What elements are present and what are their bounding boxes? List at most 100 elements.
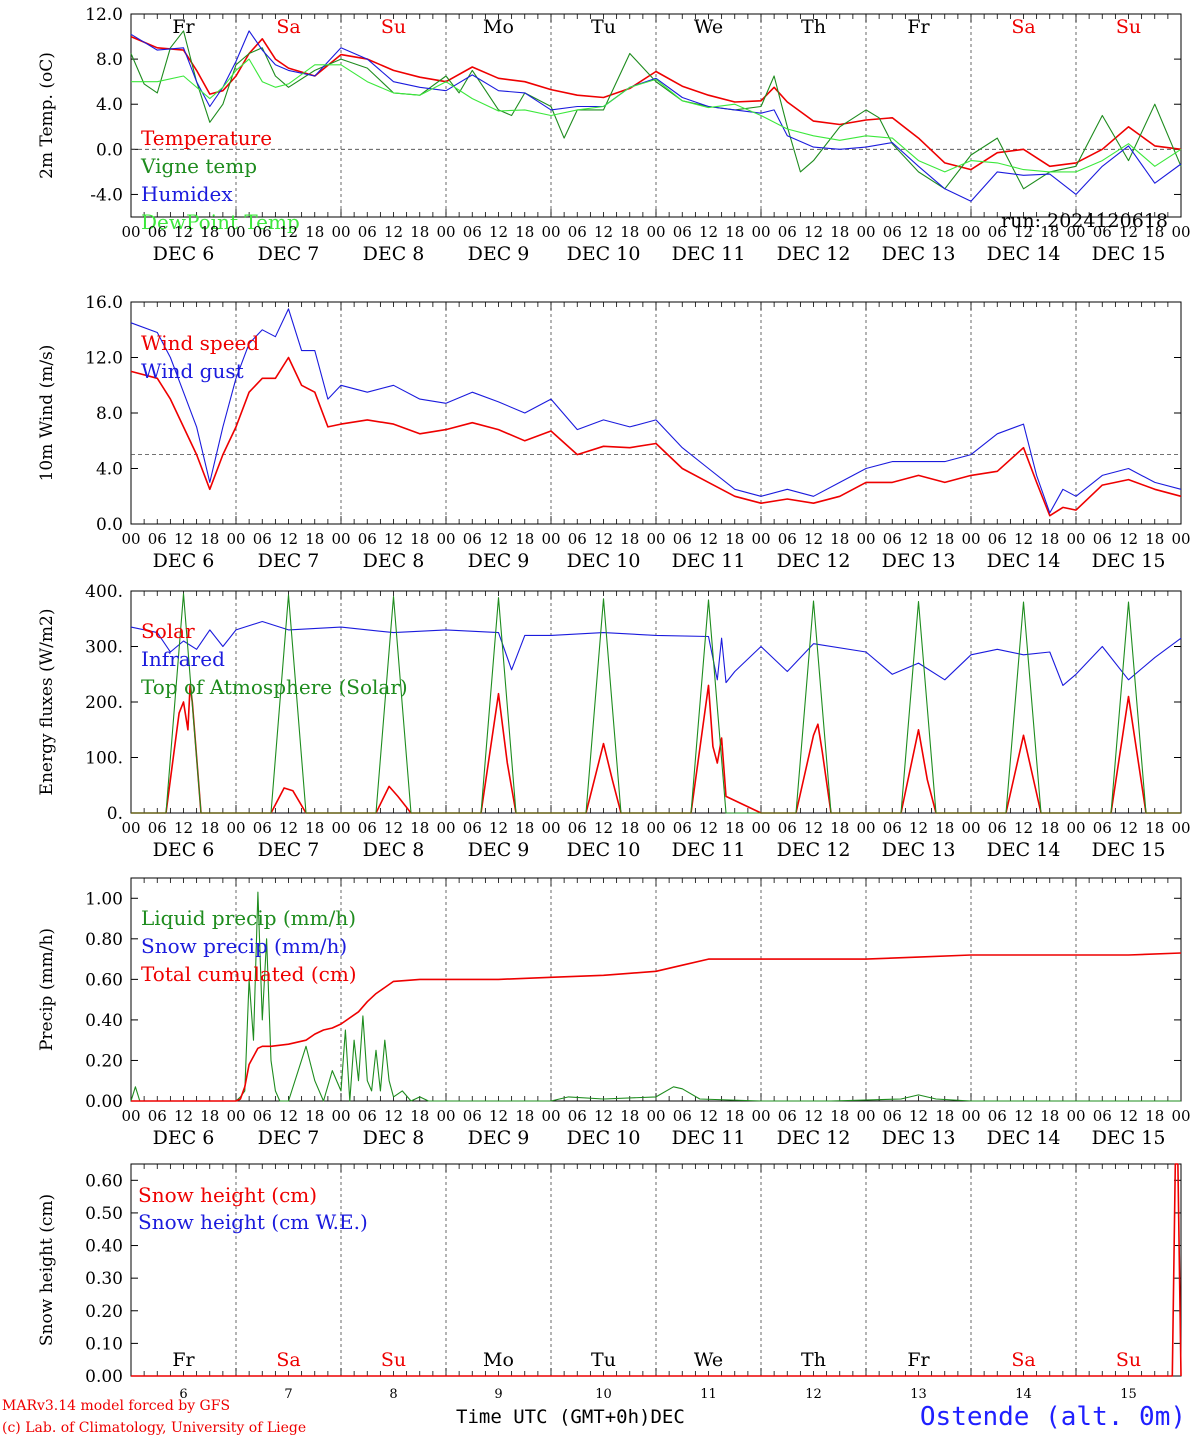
hour-label: 18 [725, 1107, 744, 1125]
hour-label: 12 [489, 530, 508, 548]
panel-2: 16.0 12.0 8.0 4.0 0.0 10m Wind (m/s) Wind spee… [37, 293, 1191, 572]
hour-label: 12 [279, 1107, 298, 1125]
hour-label: 12 [804, 1107, 823, 1125]
hour-label: 18 [620, 1107, 639, 1125]
bottom-day-label: Tu [591, 1349, 616, 1371]
y-tick-label: 4.0 [96, 460, 123, 480]
hour-label: 06 [673, 530, 692, 548]
bottom-date-number: 9 [494, 1387, 502, 1402]
hour-label: 06 [148, 223, 167, 241]
series-line-wind-gust [130, 308, 1182, 514]
hour-label: 12 [174, 819, 193, 837]
panel-4: 1.00 0.80 0.60 0.40 0.20 0.00 Precip (mm/h) Liq… [37, 877, 1191, 1149]
hour-label: 06 [463, 819, 482, 837]
hour-label: 06 [883, 819, 902, 837]
hour-label: 06 [1093, 530, 1112, 548]
hour-label: 18 [620, 530, 639, 548]
date-label: DEC 13 [882, 243, 956, 265]
y-tick-label: 4.0 [96, 95, 123, 115]
bottom-day-label: We [694, 1349, 723, 1371]
y-tick-label: 0.20 [85, 1302, 123, 1322]
legend-entry: Snow height (cm W.E.) [138, 1210, 368, 1234]
hour-label: 12 [384, 223, 403, 241]
hour-label: 00 [961, 1107, 980, 1125]
date-label: DEC 13 [882, 1127, 956, 1149]
run-label: run: 2024120618 [1001, 210, 1168, 232]
day-label: Sa [1011, 16, 1035, 38]
hour-label: 00 [856, 530, 875, 548]
day-label: Su [1116, 16, 1141, 38]
hour-label: 00 [646, 223, 665, 241]
bottom-date-number: 12 [805, 1387, 822, 1402]
hour-label: 12 [279, 819, 298, 837]
y-tick-label: 0.10 [85, 1334, 123, 1354]
hour-label: 00 [331, 1107, 350, 1125]
hour-label: 00 [331, 223, 350, 241]
hour-label: 18 [725, 223, 744, 241]
hour-label: 18 [305, 223, 324, 241]
y-tick-label: 16.0 [85, 293, 123, 313]
hour-label: 00 [751, 819, 770, 837]
station-name: Ostende (alt. 0m) [919, 1402, 1186, 1432]
bottom-date-number: 7 [284, 1387, 292, 1402]
date-label: DEC 10 [567, 243, 641, 265]
hour-label: 12 [489, 223, 508, 241]
legend-entry: Infrared [141, 647, 225, 671]
hour-label: 12 [1119, 819, 1138, 837]
date-label: DEC 11 [672, 1127, 746, 1149]
date-label: DEC 7 [258, 839, 320, 861]
hour-label: 06 [673, 1107, 692, 1125]
hour-label: 18 [410, 530, 429, 548]
bottom-date-number: 11 [700, 1387, 717, 1402]
date-label: DEC 8 [363, 243, 425, 265]
date-label: DEC 6 [153, 243, 215, 265]
hour-label: 18 [515, 819, 534, 837]
hour-label: 12 [1014, 1107, 1033, 1125]
hour-label: 06 [148, 530, 167, 548]
hour-label: 18 [1145, 819, 1164, 837]
hour-label: 00 [961, 530, 980, 548]
hour-label: 00 [1171, 819, 1190, 837]
y-axis-label: Energy fluxes (W/m2) [37, 609, 57, 796]
y-tick-label: 0.80 [85, 930, 123, 950]
y-axis-label: Precip (mm/h) [37, 928, 57, 1051]
hour-label: 06 [988, 1107, 1007, 1125]
hour-label: 18 [305, 1107, 324, 1125]
hour-label: 18 [1145, 223, 1164, 241]
y-tick-label: 1.00 [85, 889, 123, 909]
bottom-date-number: 10 [595, 1387, 612, 1402]
date-label: DEC 11 [672, 839, 746, 861]
date-label: DEC 8 [363, 550, 425, 572]
hour-label: 00 [226, 530, 245, 548]
hour-label: 06 [778, 530, 797, 548]
hour-label: 06 [568, 1107, 587, 1125]
hour-label: 18 [830, 819, 849, 837]
y-tick-label: -4.0 [90, 185, 123, 205]
bottom-date-number: 6 [179, 1387, 187, 1402]
bottom-day-label: Sa [276, 1349, 300, 1371]
date-label: DEC 10 [567, 839, 641, 861]
hour-label: 06 [148, 819, 167, 837]
hour-label: 18 [620, 819, 639, 837]
hour-label: 12 [909, 223, 928, 241]
bottom-day-label: Sa [1011, 1349, 1035, 1371]
hour-label: 00 [751, 1107, 770, 1125]
hour-label: 18 [200, 1107, 219, 1125]
legend-entry: Solar [141, 619, 195, 643]
hour-label: 00 [856, 223, 875, 241]
hour-label: 18 [935, 1107, 954, 1125]
y-tick-label: 0.0 [96, 140, 123, 160]
hour-label: 00 [646, 1107, 665, 1125]
y-tick-label: 0.60 [85, 970, 123, 990]
hour-label: 00 [226, 1107, 245, 1125]
date-label: DEC 12 [777, 839, 851, 861]
hour-label: 00 [1171, 223, 1190, 241]
legend-entry: Total cumulated (cm) [141, 962, 357, 986]
series-line-temperature [130, 35, 1182, 171]
y-tick-label: 400. [85, 582, 123, 602]
day-label: Tu [591, 16, 616, 38]
date-label: DEC 8 [363, 1127, 425, 1149]
bottom-date-number: 15 [1120, 1387, 1137, 1402]
hour-label: 06 [883, 223, 902, 241]
